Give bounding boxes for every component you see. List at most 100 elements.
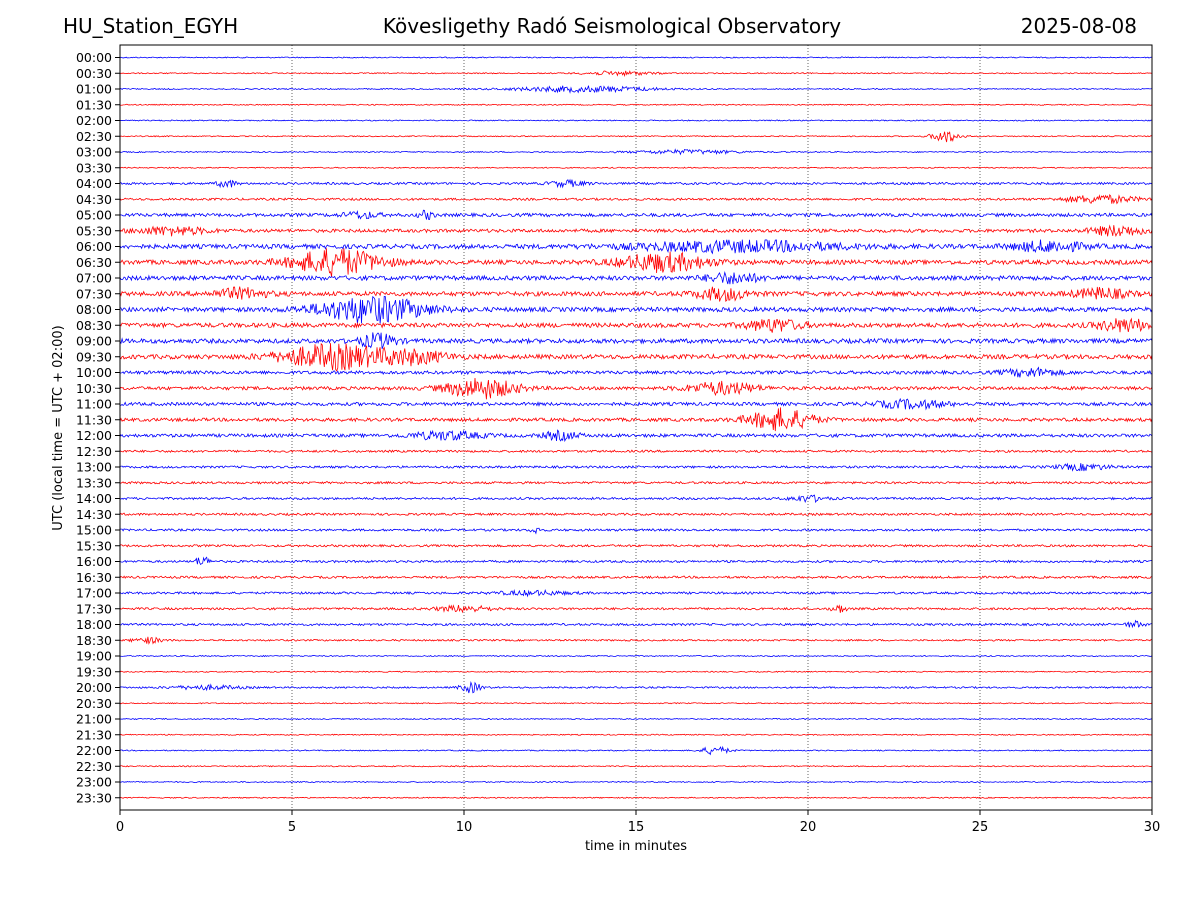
y-tick-label: 18:00 <box>76 617 112 632</box>
y-tick-label: 12:00 <box>76 428 112 443</box>
trace-0300 <box>119 148 1153 156</box>
seismic-traces <box>119 56 1153 799</box>
y-tick-label: 07:30 <box>76 286 112 301</box>
trace-0000 <box>119 56 1153 59</box>
trace-1330 <box>119 480 1153 485</box>
trace-1200 <box>119 429 1153 443</box>
y-tick-label: 10:30 <box>76 381 112 396</box>
y-tick-label: 10:00 <box>76 365 112 380</box>
y-tick-label: 06:00 <box>76 239 112 254</box>
trace-1130 <box>119 407 1153 432</box>
y-tick-label: 09:30 <box>76 349 112 364</box>
y-tick-label: 22:00 <box>76 743 112 758</box>
y-tick-label: 00:00 <box>76 50 112 65</box>
trace-0700 <box>119 271 1153 285</box>
y-tick-label: 00:30 <box>76 66 112 81</box>
trace-1630 <box>119 575 1153 580</box>
trace-1830 <box>119 636 1153 645</box>
x-tick-label: 15 <box>628 820 645 835</box>
trace-1430 <box>119 512 1153 517</box>
y-tick-label: 16:30 <box>76 570 112 585</box>
trace-2300 <box>119 780 1153 784</box>
y-tick-label: 13:00 <box>76 460 112 475</box>
trace-0100 <box>119 85 1153 94</box>
y-tick-label: 06:30 <box>76 255 112 270</box>
x-tick-label: 5 <box>288 820 296 835</box>
grid-lines <box>291 45 981 810</box>
trace-1400 <box>119 494 1153 504</box>
trace-1000 <box>119 366 1153 378</box>
y-tick-label: 11:30 <box>76 412 112 427</box>
y-axis-label: UTC (local time = UTC + 02:00) <box>51 325 66 530</box>
trace-0600 <box>119 239 1153 255</box>
trace-2230 <box>119 765 1153 768</box>
trace-1730 <box>119 604 1153 614</box>
trace-0400 <box>119 178 1153 189</box>
trace-1300 <box>119 462 1153 472</box>
y-tick-label: 01:30 <box>76 97 112 112</box>
y-tick-label: 08:30 <box>76 318 112 333</box>
trace-2000 <box>119 680 1153 694</box>
date-label: 2025-08-08 <box>1020 14 1137 38</box>
trace-0930 <box>119 342 1153 372</box>
y-tick-label: 05:00 <box>76 208 112 223</box>
trace-0900 <box>119 332 1153 350</box>
y-tick-label: 04:00 <box>76 176 112 191</box>
trace-0330 <box>119 166 1153 169</box>
station-name: HU_Station_EGYH <box>63 14 239 38</box>
x-tick-label: 25 <box>972 820 989 835</box>
y-tick-label: 04:30 <box>76 192 112 207</box>
trace-1600 <box>119 556 1153 566</box>
trace-0730 <box>119 286 1153 303</box>
trace-2030 <box>119 702 1153 705</box>
trace-1530 <box>119 543 1153 548</box>
trace-0530 <box>119 224 1153 237</box>
y-tick-label: 11:00 <box>76 397 112 412</box>
trace-0430 <box>119 193 1153 205</box>
trace-0500 <box>119 209 1153 220</box>
trace-0200 <box>119 119 1153 122</box>
y-tick-label: 03:00 <box>76 145 112 160</box>
trace-0800 <box>119 295 1153 324</box>
y-tick-label: 23:00 <box>76 775 112 790</box>
x-axis-label: time in minutes <box>585 839 687 854</box>
trace-2130 <box>119 733 1153 736</box>
trace-1500 <box>119 527 1153 535</box>
y-tick-label: 17:30 <box>76 601 112 616</box>
y-tick-label: 14:30 <box>76 507 112 522</box>
y-tick-label: 19:00 <box>76 649 112 664</box>
trace-1030 <box>119 377 1153 400</box>
y-axis-ticks: 00:0000:3001:0001:3002:0002:3003:0003:30… <box>76 50 120 805</box>
y-tick-label: 19:30 <box>76 664 112 679</box>
y-tick-label: 22:30 <box>76 759 112 774</box>
x-tick-label: 20 <box>800 820 817 835</box>
trace-0630 <box>119 248 1153 277</box>
y-tick-label: 21:00 <box>76 712 112 727</box>
x-tick-label: 10 <box>456 820 473 835</box>
y-tick-label: 14:00 <box>76 491 112 506</box>
y-tick-label: 23:30 <box>76 790 112 805</box>
y-tick-label: 13:30 <box>76 475 112 490</box>
trace-2100 <box>119 717 1153 721</box>
y-tick-label: 17:00 <box>76 586 112 601</box>
y-tick-label: 01:00 <box>76 82 112 97</box>
y-tick-label: 02:30 <box>76 129 112 144</box>
y-tick-label: 05:30 <box>76 223 112 238</box>
y-tick-label: 09:00 <box>76 334 112 349</box>
trace-1900 <box>119 654 1153 658</box>
y-tick-label: 20:00 <box>76 680 112 695</box>
y-tick-label: 02:00 <box>76 113 112 128</box>
y-tick-label: 12:30 <box>76 444 112 459</box>
y-tick-label: 07:00 <box>76 271 112 286</box>
x-tick-label: 0 <box>116 820 124 835</box>
x-tick-label: 30 <box>1144 820 1161 835</box>
trace-2330 <box>119 796 1153 799</box>
trace-0030 <box>119 70 1153 78</box>
x-axis-ticks: 0 5 10 15 20 25 30 <box>116 810 1160 835</box>
trace-0230 <box>119 131 1153 143</box>
trace-1930 <box>119 670 1153 673</box>
y-tick-label: 16:00 <box>76 554 112 569</box>
trace-1700 <box>119 588 1153 598</box>
y-tick-label: 15:30 <box>76 538 112 553</box>
y-tick-label: 03:30 <box>76 160 112 175</box>
